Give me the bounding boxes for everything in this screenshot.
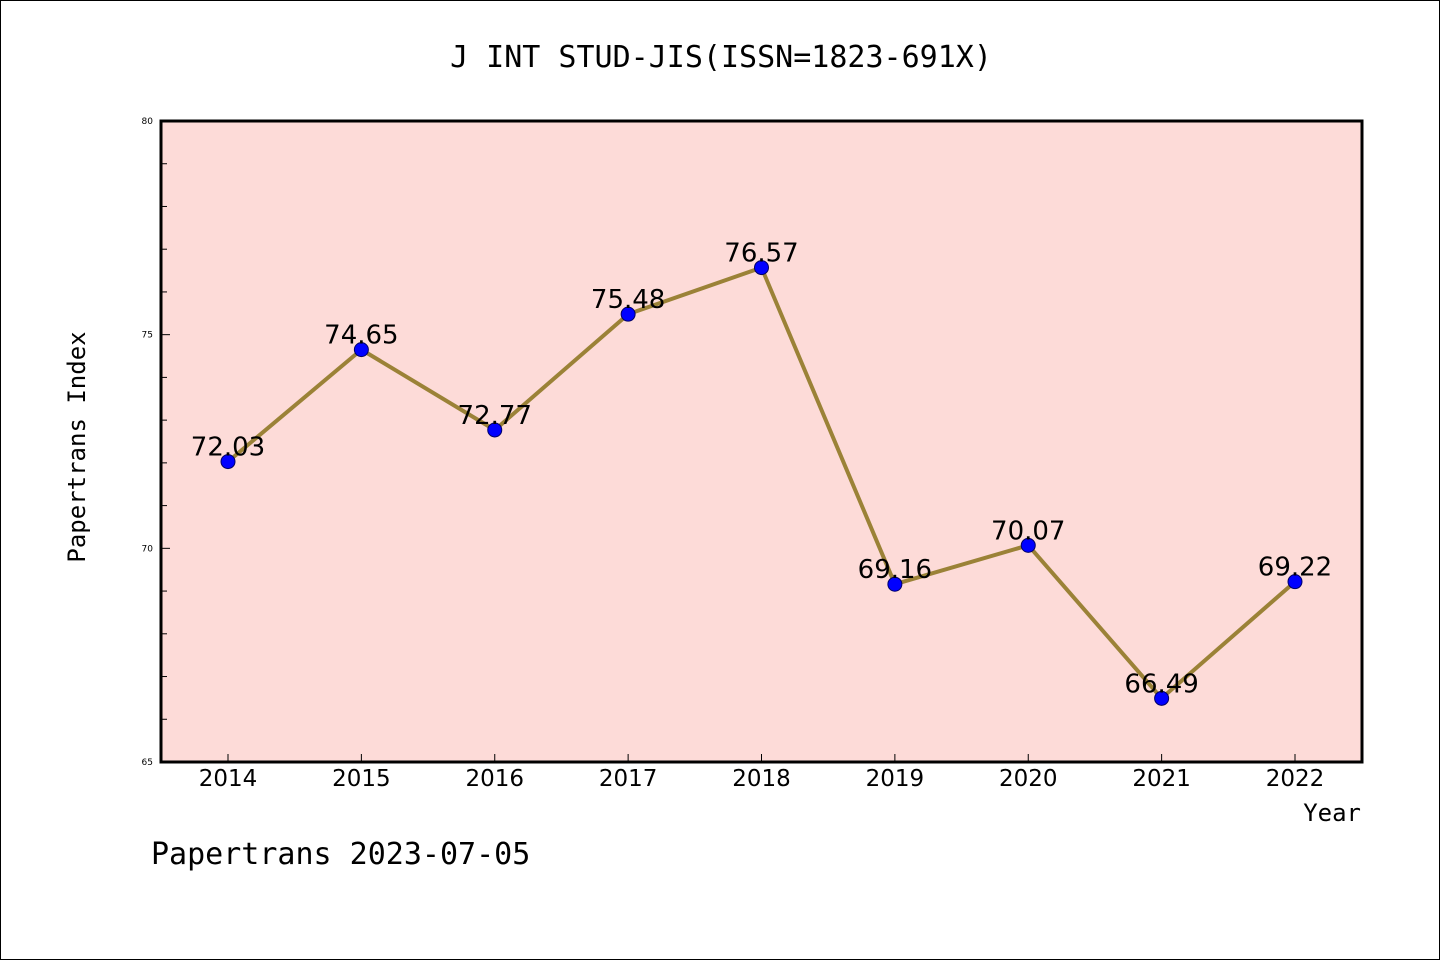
data-point <box>220 454 236 470</box>
data-point <box>487 422 503 438</box>
data-label: 66.49 <box>1124 669 1198 699</box>
data-label: 69.22 <box>1258 553 1332 583</box>
x-tick-label: 2020 <box>999 766 1058 792</box>
data-label: 75.48 <box>591 285 665 315</box>
y-axis-label: Papertrans Index <box>63 331 91 562</box>
data-point <box>620 306 636 322</box>
data-label: 72.03 <box>191 433 265 463</box>
data-label: 70.07 <box>991 516 1065 546</box>
y-tick-label: 75 <box>142 331 153 341</box>
y-tick-label: 80 <box>142 117 154 127</box>
data-label: 76.57 <box>724 239 798 269</box>
data-label: 72.77 <box>458 401 532 431</box>
data-point <box>754 260 769 276</box>
data-labels: 72.03 74.65 72.77 75.48 76.57 69.16 70.07 66.49… <box>191 239 1332 700</box>
x-tick-label: 2014 <box>199 766 258 792</box>
x-tick-label: 2022 <box>1266 766 1325 792</box>
data-point <box>353 342 369 358</box>
data-point <box>1287 574 1303 590</box>
footer-text: Papertrans 2023-07-05 <box>151 837 530 872</box>
x-tick-label: 2016 <box>465 766 524 792</box>
data-markers <box>220 260 1303 706</box>
data-label: 69.16 <box>858 555 932 585</box>
x-axis-label: Year <box>1303 799 1361 827</box>
data-point <box>887 576 903 592</box>
x-tick-label: 2019 <box>866 766 925 792</box>
x-tick-label: 2017 <box>599 766 658 792</box>
x-tick-label: 2018 <box>732 766 791 792</box>
plot-area <box>161 121 1362 762</box>
data-point <box>1020 537 1036 553</box>
plot-border <box>159 119 1364 764</box>
data-point <box>1154 690 1170 706</box>
y-tick-label: 70 <box>142 544 154 554</box>
x-tick-label: 2021 <box>1132 766 1191 792</box>
y-tick-labels: 65 70 75 80 <box>142 117 154 768</box>
data-label: 74.65 <box>324 321 398 351</box>
y-tick-label: 65 <box>142 758 153 768</box>
x-tick-labels: 2014 2015 2016 2017 2018 2019 2020 2021 2022 <box>199 766 1325 792</box>
chart-title: J INT STUD-JIS(ISSN=1823-691X) <box>450 40 992 75</box>
x-tick-label: 2015 <box>332 766 391 792</box>
